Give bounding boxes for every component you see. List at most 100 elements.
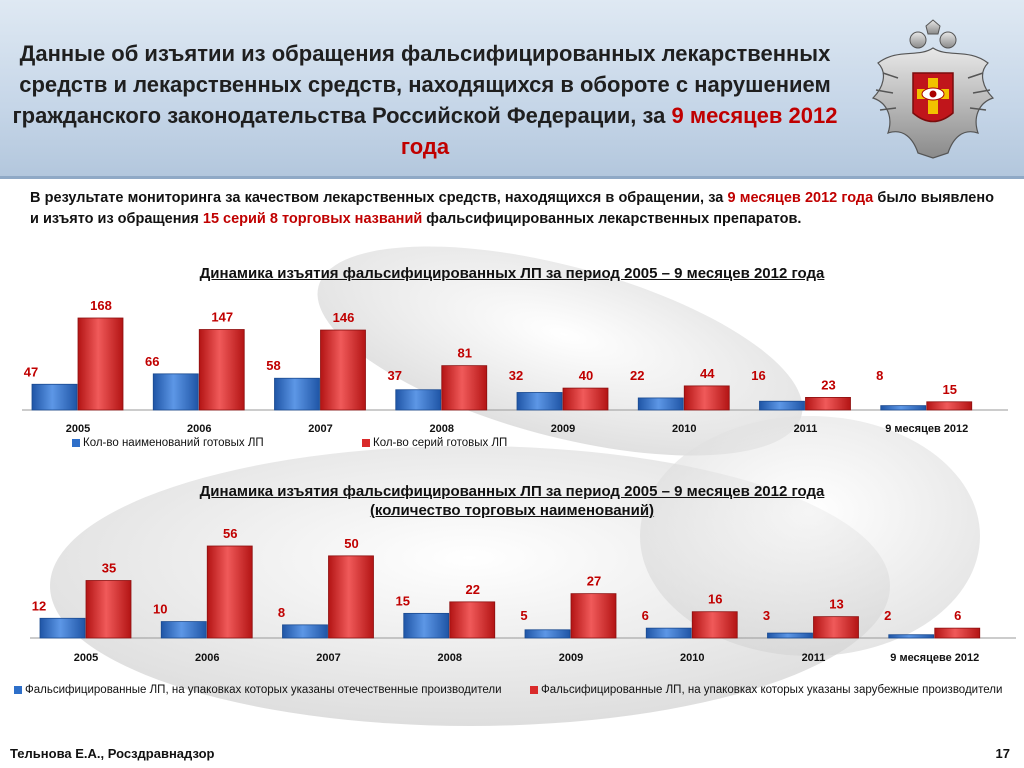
chart1-legend-blue: Кол-во наименований готовых ЛП xyxy=(72,437,264,449)
category-label: 2006 xyxy=(187,423,211,435)
intro-paragraph: В результате мониторинга за качеством ле… xyxy=(30,188,994,230)
legend-label: Кол-во наименований готовых ЛП xyxy=(83,437,264,449)
legend-swatch-blue xyxy=(72,439,80,447)
data-label: 147 xyxy=(211,310,233,325)
chart1-title: Динамика изъятия фальсифицированных ЛП з… xyxy=(0,264,1024,283)
category-label: 2005 xyxy=(74,652,98,664)
red-bar xyxy=(934,627,981,639)
slide-title: Данные об изъятии из обращения фальсифиц… xyxy=(10,38,840,162)
blue-bar xyxy=(759,400,805,411)
blue-bar xyxy=(767,632,813,639)
data-label: 66 xyxy=(145,354,159,369)
blue-bar xyxy=(31,383,78,411)
data-label: 12 xyxy=(32,598,46,613)
intro-text-3: фальсифицированных лекарственных препара… xyxy=(422,211,802,227)
data-label: 22 xyxy=(466,582,480,597)
category-label: 9 месяцеве 2012 xyxy=(890,652,979,664)
blue-bar xyxy=(282,624,328,639)
data-label: 15 xyxy=(943,382,957,397)
data-label: 16 xyxy=(708,592,722,607)
chart2-title-text: Динамика изъятия фальсифицированных ЛП з… xyxy=(199,483,825,500)
red-bar xyxy=(320,329,366,411)
data-label: 15 xyxy=(396,593,410,608)
page-number: 17 xyxy=(995,746,1010,761)
red-bar xyxy=(691,611,738,639)
category-label: 9 месяцев 2012 xyxy=(885,423,968,435)
red-bar xyxy=(926,401,973,411)
category-label: 2011 xyxy=(794,423,818,435)
intro-text-2: было выявлено и изъято из обращения xyxy=(30,190,994,227)
data-label: 40 xyxy=(579,368,593,383)
blue-bar xyxy=(274,377,320,411)
blue-bar xyxy=(516,392,563,411)
red-bar xyxy=(77,317,124,411)
data-label: 56 xyxy=(223,526,237,541)
category-label: 2010 xyxy=(672,423,696,435)
data-label: 8 xyxy=(876,368,883,383)
blue-bar xyxy=(645,627,692,639)
chart2-subtitle-text: (количество торговых наименований) xyxy=(369,502,655,519)
intro-highlight-2: 15 серий 8 торговых названий xyxy=(202,211,423,227)
data-label: 32 xyxy=(509,368,523,383)
data-label: 6 xyxy=(954,608,961,623)
data-label: 146 xyxy=(333,310,355,325)
data-label: 6 xyxy=(642,608,649,623)
red-bar xyxy=(813,616,859,639)
data-label: 35 xyxy=(102,561,116,576)
red-bar xyxy=(805,397,851,411)
category-label: 2006 xyxy=(195,652,219,664)
category-label: 2009 xyxy=(551,423,575,435)
category-label: 2008 xyxy=(430,423,454,435)
red-bar xyxy=(198,329,245,411)
category-label: 2007 xyxy=(308,423,332,435)
blue-bar xyxy=(637,397,684,411)
category-label: 2007 xyxy=(316,652,340,664)
red-bar xyxy=(206,545,253,639)
chart2-legend-blue: Фальсифицированные ЛП, на упаковках кото… xyxy=(14,684,502,696)
blue-bar xyxy=(880,405,927,411)
red-bar xyxy=(85,580,132,639)
chart2-legend-red: Фальсифицированные ЛП, на упаковках кото… xyxy=(530,684,1002,696)
blue-bar xyxy=(39,617,86,639)
blue-bar xyxy=(160,621,207,639)
red-bar xyxy=(570,593,617,639)
data-label: 13 xyxy=(829,597,843,612)
slide-header: Данные об изъятии из обращения фальсифиц… xyxy=(0,0,1024,179)
red-bar xyxy=(449,601,496,639)
blue-bar xyxy=(395,389,442,411)
blue-bar xyxy=(888,634,935,639)
red-bar xyxy=(328,555,374,639)
data-label: 5 xyxy=(520,608,527,623)
background-pills-art xyxy=(50,246,980,726)
data-label: 22 xyxy=(630,368,644,383)
title-text: Данные об изъятии из обращения фальсифиц… xyxy=(12,41,831,128)
blue-bar xyxy=(524,629,571,639)
legend-swatch-red xyxy=(362,439,370,447)
data-label: 81 xyxy=(458,346,472,361)
data-label: 10 xyxy=(153,602,167,617)
category-label: 2010 xyxy=(680,652,704,664)
legend-swatch-red xyxy=(530,686,538,694)
red-bar xyxy=(562,387,609,411)
data-label: 58 xyxy=(266,358,280,373)
red-bar xyxy=(683,385,730,411)
chart2-bar-chart: 12 35 2005 10 56 2006 8 50 2007 15 22 2008 5 27 2009 6 1… xyxy=(30,526,1016,664)
intro-text-1: В результате мониторинга за качеством ле… xyxy=(30,190,728,206)
category-label: 2009 xyxy=(559,652,583,664)
chart1-title-text: Динамика изъятия фальсифицированных ЛП з… xyxy=(199,265,825,282)
legend-swatch-blue xyxy=(14,686,22,694)
data-label: 2 xyxy=(884,608,891,623)
data-label: 37 xyxy=(388,368,402,383)
blue-bar xyxy=(152,373,199,411)
red-bar xyxy=(441,365,488,411)
data-label: 27 xyxy=(587,574,601,589)
data-label: 47 xyxy=(24,364,38,379)
legend-label: Фальсифицированные ЛП, на упаковках кото… xyxy=(25,684,502,696)
roszdravnadzor-emblem-icon xyxy=(871,19,995,159)
data-label: 168 xyxy=(90,298,112,313)
data-label: 44 xyxy=(700,366,715,381)
title-highlight: 9 месяцев 2012 года xyxy=(400,103,838,159)
category-label: 2011 xyxy=(802,652,826,664)
data-label: 3 xyxy=(763,608,770,623)
